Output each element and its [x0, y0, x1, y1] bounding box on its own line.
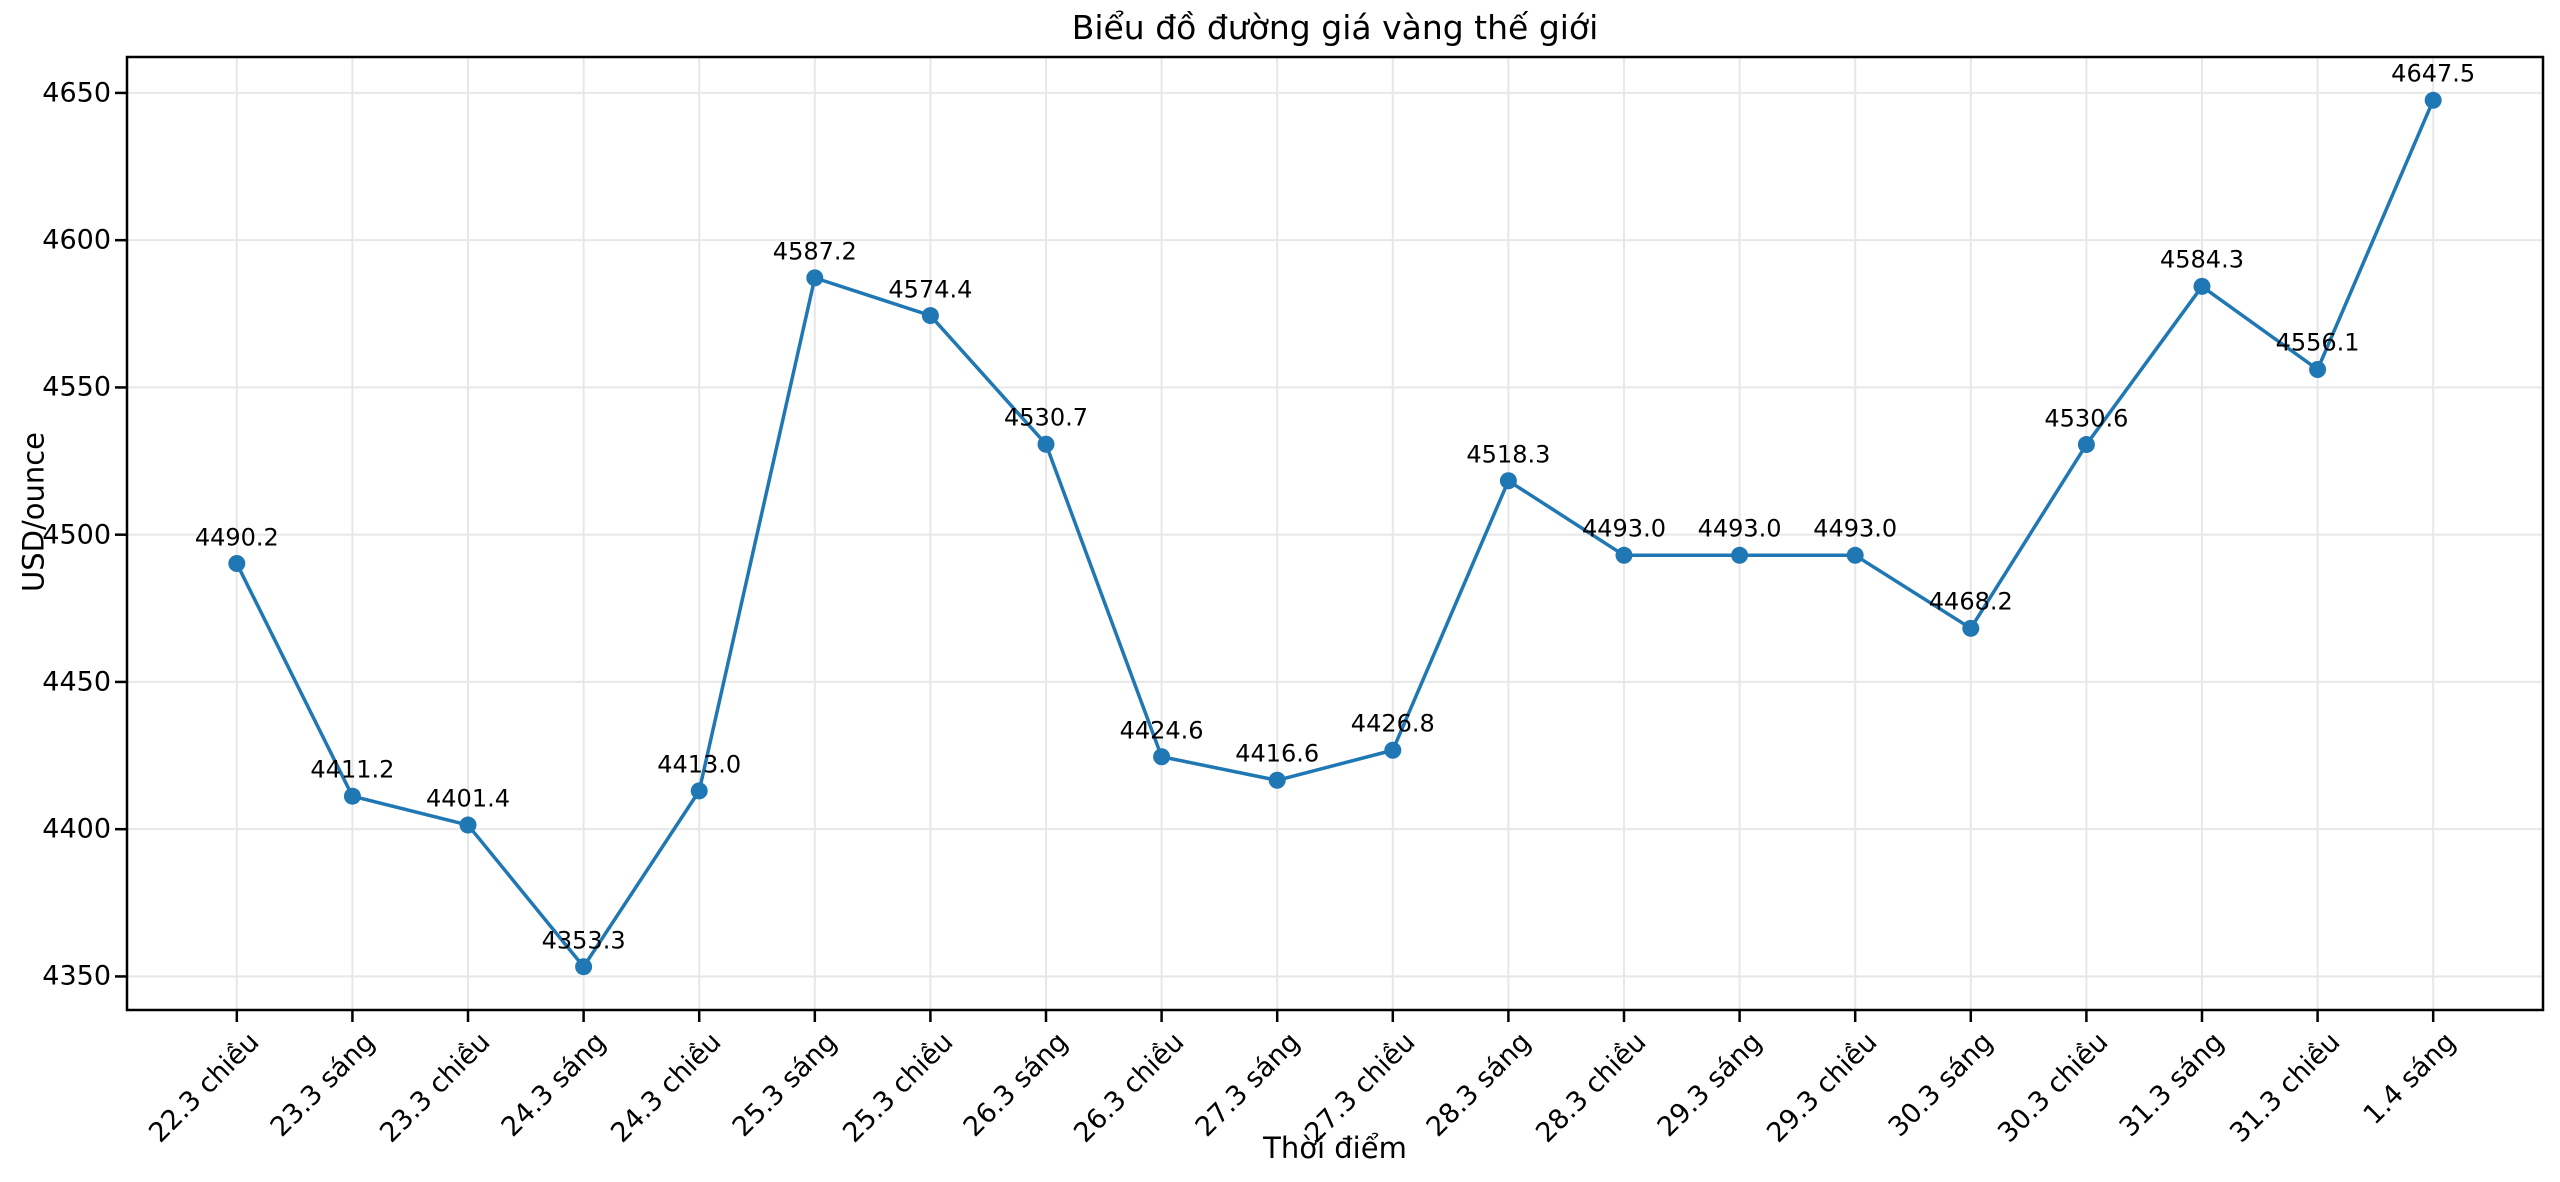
- point-value-annotation: 4493.0: [1581, 514, 1666, 543]
- y-tick-label: 4600: [42, 224, 111, 256]
- point-value-annotation: 4416.6: [1235, 739, 1320, 768]
- y-tick-label: 4550: [42, 371, 111, 403]
- data-point-marker: [2309, 360, 2327, 378]
- data-point-marker: [1615, 546, 1633, 564]
- y-tick-label: 4650: [42, 77, 111, 109]
- point-value-annotation: 4584.3: [2159, 245, 2244, 274]
- data-point-marker: [1153, 748, 1171, 766]
- point-value-annotation: 4530.6: [2044, 403, 2129, 432]
- point-value-annotation: 4587.2: [772, 237, 857, 266]
- point-value-annotation: 4574.4: [888, 274, 973, 303]
- data-point-marker: [1499, 472, 1517, 490]
- data-point-marker: [1037, 435, 1055, 453]
- point-value-annotation: 4556.1: [2275, 328, 2360, 357]
- price-line-series: [235, 98, 2435, 969]
- point-value-annotation: 4401.4: [426, 784, 510, 813]
- point-value-annotation: 4493.0: [1813, 514, 1898, 543]
- y-axis-title: USD/ounce: [16, 431, 51, 593]
- point-value-annotation: 4518.3: [1466, 440, 1551, 469]
- y-tick-label: 4500: [42, 519, 111, 551]
- data-point-marker: [575, 958, 593, 976]
- data-point-marker: [459, 816, 477, 834]
- data-point-marker: [921, 307, 939, 325]
- point-value-annotation: 4411.2: [310, 755, 395, 784]
- point-value-annotation: 4493.0: [1697, 514, 1782, 543]
- point-value-annotation: 4353.3: [541, 926, 626, 955]
- x-axis-title: Thời điểm: [1263, 1131, 1407, 1165]
- data-point-marker: [2193, 277, 2211, 295]
- data-point-marker: [2424, 91, 2442, 109]
- point-value-annotation: 4424.6: [1119, 716, 1204, 745]
- point-value-annotation: 4490.2: [194, 522, 279, 551]
- data-point-marker: [1731, 546, 1749, 564]
- data-point-marker: [690, 782, 708, 800]
- data-point-marker: [2077, 436, 2095, 454]
- point-value-annotation: 4530.7: [1004, 403, 1088, 432]
- y-tick-label: 4400: [42, 813, 111, 845]
- y-tick-label: 4450: [42, 666, 111, 698]
- data-point-marker: [228, 555, 246, 573]
- data-point-marker: [1846, 546, 1864, 564]
- data-point-marker: [1962, 619, 1980, 637]
- point-value-annotation: 4426.8: [1350, 709, 1435, 738]
- data-point-marker: [1384, 741, 1402, 759]
- data-point-marker: [343, 787, 361, 805]
- point-value-annotation: 4413.0: [657, 750, 742, 779]
- data-point-marker: [1268, 771, 1286, 789]
- data-point-marker: [806, 269, 824, 287]
- point-value-annotation: 4468.2: [1928, 587, 2013, 616]
- plot-border: [125, 55, 2545, 1012]
- point-value-annotation: 4647.5: [2391, 59, 2476, 88]
- chart-title: Biểu đồ đường giá vàng thế giới: [1071, 8, 1599, 47]
- y-tick-label: 4350: [42, 960, 111, 992]
